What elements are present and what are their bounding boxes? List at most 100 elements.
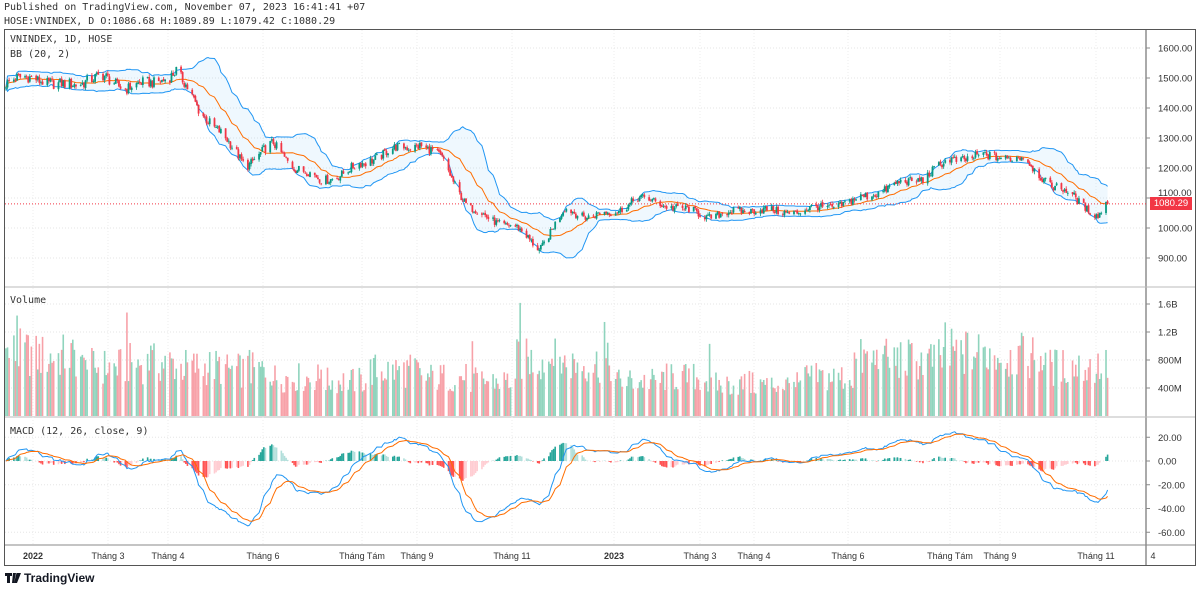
candle-body [138,81,141,83]
macd-histogram-bar [407,461,410,463]
volume-bar [430,364,432,416]
bb-legend[interactable]: BB (20, 2) [10,49,71,60]
candle-body [831,204,834,207]
bb-upper-line [5,56,1108,221]
tradingview-logo-icon [5,573,21,583]
candle-body [431,147,434,150]
volume-bar [105,375,108,416]
candle-body [294,170,297,174]
macd-histogram-bar [240,461,243,467]
candle-body [987,154,990,160]
macd-histogram-bar [473,461,475,475]
macd-histogram-bar [563,443,566,461]
macd-legend[interactable]: MACD (12, 26, close, 9) [10,426,149,437]
candle-body [46,78,49,86]
volume-bar [1082,380,1085,416]
macd-histogram-bar [146,457,149,461]
candle-body [683,208,686,210]
candle-body [216,126,219,128]
candle-body [482,213,485,215]
volume-bar [185,349,187,416]
volume-bar [548,361,550,416]
volume-bar [428,377,431,416]
volume-bar [364,383,367,416]
macd-histogram-bar [497,458,499,461]
candle-body [305,173,308,176]
macd-histogram-bar [973,461,975,464]
chart-frame[interactable] [4,29,1196,566]
volume-bar [926,353,929,416]
volume-bar [898,377,900,416]
macd-histogram-bar [1094,461,1096,467]
volume-bar [1030,353,1032,416]
candle-body [404,147,407,149]
macd-histogram-bar [1065,461,1068,465]
candle-body [855,199,857,201]
volume-bar [1049,349,1052,416]
volume-bar [877,369,880,416]
candle-body [652,198,655,199]
volume-bar [140,365,143,416]
volume-legend[interactable]: Volume [10,295,47,306]
macd-histogram-bar [630,456,633,461]
candle-body [551,228,553,230]
macd-histogram-bar [826,458,829,461]
volume-bar [247,355,249,416]
candle-body [374,155,377,160]
macd-histogram-bar [425,461,428,464]
volume-bar [942,347,945,416]
candle-body [153,77,155,87]
macd-histogram-bar [861,458,864,461]
macd-histogram-bar [1039,461,1042,471]
candle-body [949,160,951,163]
candle-body [570,209,572,214]
bb-basis-line [5,78,1108,237]
candle-body [114,78,117,84]
volume-bar [1095,373,1098,416]
candle-body [304,172,307,174]
volume-bar [436,389,439,416]
volume-bar [931,366,934,416]
volume-bar [915,361,918,416]
volume-bar [269,381,272,416]
candle-body [398,142,401,144]
macd-histogram-bar [640,456,642,461]
candle-body [461,200,464,202]
candle-body [339,176,342,181]
macd-histogram-bar [358,451,361,461]
branding-text: TradingView [24,571,95,585]
candle-body [1074,193,1077,198]
volume-bar [1031,337,1034,416]
macd-histogram-bar [750,459,752,461]
candle-body [688,206,690,213]
candle-body [1039,178,1042,181]
tradingview-logo[interactable]: TradingView [5,571,94,585]
macd-histogram-bar [963,461,966,462]
volume-bar [162,368,165,416]
macd-histogram-bar [415,461,418,463]
candle-body [420,142,423,147]
volume-bar [649,379,652,416]
candle-body [907,178,910,186]
candle-body [208,118,211,125]
macd-histogram-bar [409,461,412,464]
volume-bar [961,354,964,416]
macd-histogram-bar [385,455,388,461]
volume-bar [404,387,407,416]
candle-body [1020,157,1023,161]
candle-body [982,152,985,155]
candle-body [84,80,87,88]
macd-histogram-bar [917,461,919,462]
volume-bar [462,380,464,416]
symbol-legend[interactable]: VNINDEX, 1D, HOSE [10,34,113,45]
candle-body [395,144,397,151]
candle-body [560,215,563,219]
candle-body [517,225,520,230]
macd-histogram-bar [614,461,617,463]
candle-body [396,143,399,151]
candle-body [180,66,182,73]
published-line: Published on TradingView.com, November 0… [4,2,366,13]
macd-histogram-bar [810,458,813,461]
price-tick-label: 1000.00 [1158,224,1192,235]
